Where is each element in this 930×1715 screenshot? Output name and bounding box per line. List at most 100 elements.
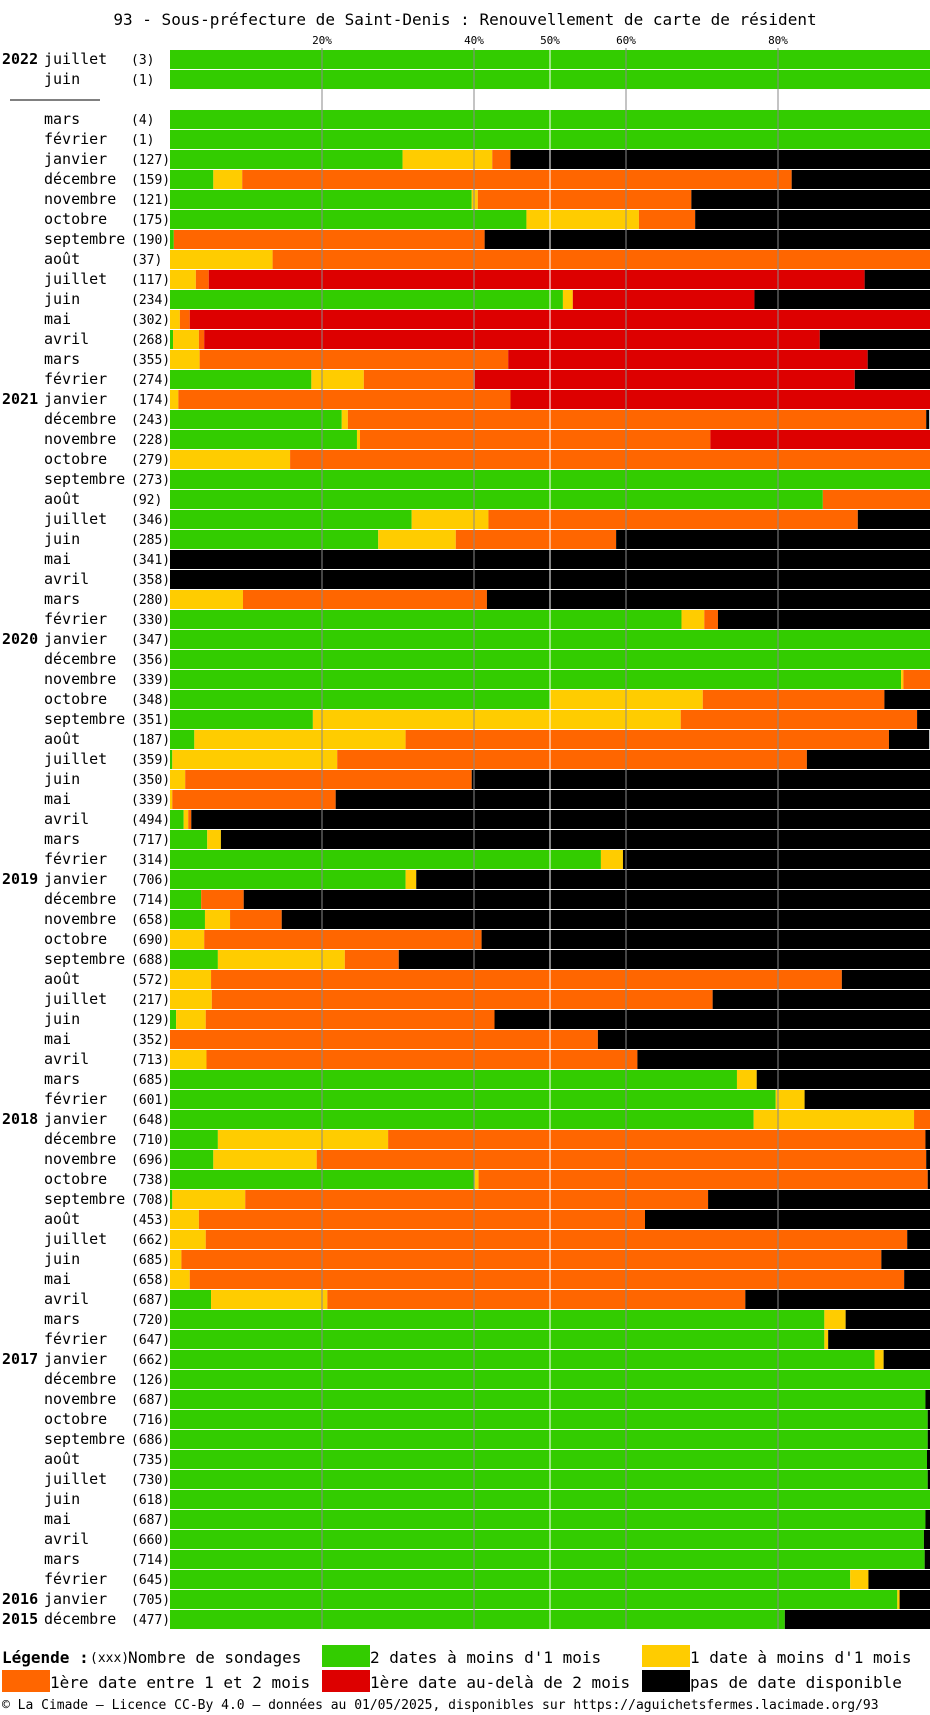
survey-count: (688) xyxy=(131,953,170,968)
survey-count: (355) xyxy=(131,353,170,368)
survey-count: (341) xyxy=(131,553,170,568)
month-label: septembre xyxy=(44,710,125,728)
survey-count: (358) xyxy=(131,573,170,588)
year-label: 2020 xyxy=(2,630,38,648)
bar-segment-orange xyxy=(337,750,807,769)
survey-count: (359) xyxy=(131,753,170,768)
bar-segment-black xyxy=(926,410,930,429)
legend-label: 1ère date entre 1 et 2 mois xyxy=(50,1673,310,1692)
bar-segment-red xyxy=(474,370,855,389)
x-tick-label: 60% xyxy=(616,34,636,47)
bar-segment-yellow xyxy=(170,1230,206,1249)
legend-swatch xyxy=(642,1670,690,1692)
bar-segment-black xyxy=(819,330,930,349)
bar-segment-yellow xyxy=(213,1150,317,1169)
bar-segment-yellow xyxy=(600,850,623,869)
bar-segment-yellow xyxy=(170,1050,207,1069)
month-label: février xyxy=(44,130,107,148)
survey-count: (572) xyxy=(131,973,170,988)
month-label: mai xyxy=(44,1270,71,1288)
survey-count: (273) xyxy=(131,473,170,488)
month-label: septembre xyxy=(44,230,125,248)
bar-segment-red xyxy=(710,430,930,449)
bar-segment-green xyxy=(170,330,174,349)
bar-segment-black xyxy=(597,1030,930,1049)
month-label: février xyxy=(44,1330,107,1348)
bar-segment-orange xyxy=(822,490,930,509)
survey-count: (228) xyxy=(131,433,170,448)
bar-segment-green xyxy=(170,1470,928,1489)
bar-segment-black xyxy=(243,890,930,909)
bar-segment-black xyxy=(926,1150,930,1169)
survey-count: (280) xyxy=(131,593,170,608)
survey-count: (159) xyxy=(131,173,170,188)
bar-segment-orange xyxy=(290,450,930,469)
bar-segment-green xyxy=(170,1610,785,1629)
bar-segment-black xyxy=(398,950,930,969)
survey-count: (127) xyxy=(131,153,170,168)
month-label: janvier xyxy=(44,390,107,408)
survey-count: (347) xyxy=(131,633,170,648)
survey-count: (117) xyxy=(131,273,170,288)
month-label: février xyxy=(44,1090,107,1108)
legend-count-marker: (xxx) xyxy=(90,1651,129,1666)
bar-segment-orange xyxy=(211,970,842,989)
bar-segment-green xyxy=(170,1450,927,1469)
month-label: novembre xyxy=(44,1150,116,1168)
bar-segment-black xyxy=(927,1170,930,1189)
bar-segment-black xyxy=(907,1230,930,1249)
bar-segment-orange xyxy=(405,730,889,749)
bar-segment-green xyxy=(170,1070,737,1089)
x-tick-label: 40% xyxy=(464,34,484,47)
survey-count: (453) xyxy=(131,1213,170,1228)
bar-segment-orange xyxy=(178,390,511,409)
x-axis-ticks: 20% 40% 50% 60% 80% xyxy=(312,34,788,47)
bar-segment-orange xyxy=(198,330,205,349)
bar-segment-yellow xyxy=(173,330,199,349)
survey-count: (1) xyxy=(131,73,154,88)
month-label: février xyxy=(44,1570,107,1588)
bar-segment-yellow xyxy=(170,990,212,1009)
bar-segment-black xyxy=(717,610,930,629)
bar-segment-black xyxy=(486,590,930,609)
bar-segment-black xyxy=(883,1350,930,1369)
bar-segment-orange xyxy=(327,1290,746,1309)
bar-segment-black xyxy=(622,850,930,869)
legend-title: Légende : xyxy=(2,1648,89,1667)
bar-segment-green xyxy=(170,830,208,849)
bar-segment-yellow xyxy=(681,610,705,629)
bar-segment-black xyxy=(841,970,930,989)
bar-segment-black xyxy=(616,530,930,549)
survey-count: (268) xyxy=(131,333,170,348)
bar-segment-green xyxy=(170,170,214,189)
year-label: 2015 xyxy=(2,1610,38,1628)
bar-segment-green xyxy=(170,430,357,449)
bar-segment-orange xyxy=(492,150,511,169)
month-label: janvier xyxy=(44,870,107,888)
bar-segment-green xyxy=(170,890,202,909)
month-label: décembre xyxy=(44,1610,116,1628)
bar-segment-orange xyxy=(205,1010,495,1029)
bar-segment-orange xyxy=(211,990,713,1009)
bar-segment-yellow xyxy=(170,350,200,369)
bar-segment-black xyxy=(494,1010,930,1029)
bar-segment-yellow xyxy=(170,390,179,409)
month-label: décembre xyxy=(44,410,116,428)
year-label: 2021 xyxy=(2,390,38,408)
month-label: janvier xyxy=(44,1590,107,1608)
bar-segment-black xyxy=(756,1070,930,1089)
bar-segment-green xyxy=(170,710,313,729)
x-tick-label: 20% xyxy=(312,34,332,47)
survey-count: (717) xyxy=(131,833,170,848)
survey-count: (713) xyxy=(131,1053,170,1068)
legend-label: 1ère date au-delà de 2 mois xyxy=(370,1673,630,1692)
bar-segment-orange xyxy=(204,930,482,949)
bar-segment-black xyxy=(191,810,930,829)
bar-segment-black xyxy=(804,1090,930,1109)
month-label: février xyxy=(44,370,107,388)
survey-count: (658) xyxy=(131,913,170,928)
bar-segment-yellow xyxy=(170,790,173,809)
bar-segment-black xyxy=(471,770,930,789)
survey-count: (738) xyxy=(131,1173,170,1188)
bar-segment-green xyxy=(170,1510,926,1529)
